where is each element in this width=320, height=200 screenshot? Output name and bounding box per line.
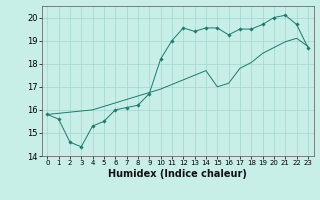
- X-axis label: Humidex (Indice chaleur): Humidex (Indice chaleur): [108, 169, 247, 179]
